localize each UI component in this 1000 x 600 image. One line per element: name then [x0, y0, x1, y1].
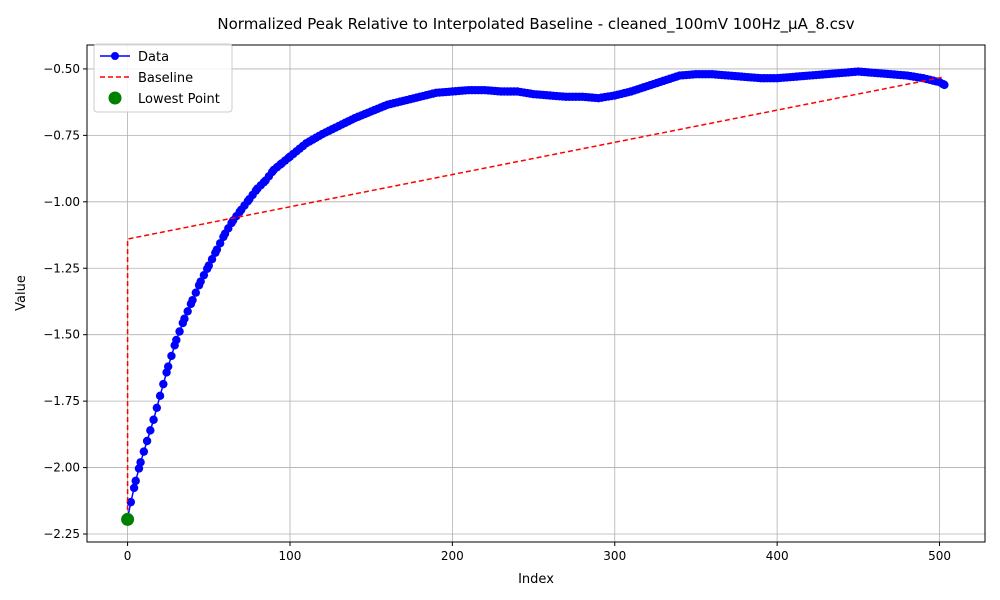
data-point [167, 351, 176, 361]
chart-title: Normalized Peak Relative to Interpolated… [217, 15, 854, 34]
data-point [159, 379, 168, 389]
data-point [149, 415, 158, 424]
data-point [215, 239, 225, 248]
y-tick-label: −1.00 [43, 195, 80, 209]
y-tick-label: −1.50 [43, 328, 80, 342]
y-tick-label: −0.75 [43, 128, 80, 142]
data-point [172, 335, 181, 345]
y-tick-label: −0.50 [43, 62, 80, 76]
legend-data-label: Data [138, 50, 169, 65]
lowest-point-marker [121, 512, 135, 526]
x-tick-label: 0 [124, 549, 132, 563]
y-tick-label: −2.25 [43, 527, 80, 541]
y-tick-label: −1.75 [43, 394, 80, 408]
data-point [155, 391, 165, 401]
data-series-line [126, 70, 945, 519]
data-point [146, 426, 155, 435]
data-point [152, 403, 162, 412]
data-point [163, 362, 173, 371]
series-layer [121, 67, 949, 526]
legend: Data Baseline Lowest Point [93, 43, 233, 113]
y-axis-label: Value [14, 275, 29, 311]
legend-lowest-point-label: Lowest Point [138, 92, 220, 107]
x-tick-label: 500 [928, 549, 951, 563]
data-point [204, 261, 213, 270]
x-axis-label: Index [518, 572, 554, 587]
y-tick-label: −2.00 [43, 461, 80, 475]
x-tick-label: 400 [766, 549, 789, 563]
legend-baseline-label: Baseline [138, 71, 193, 86]
plot-frame [86, 44, 986, 543]
baseline-line [126, 76, 945, 519]
data-point [175, 327, 184, 336]
y-tick-label: −1.25 [43, 261, 80, 275]
data-point [191, 288, 200, 297]
data-point [136, 458, 145, 467]
data-point [199, 270, 209, 280]
x-tick-label: 100 [279, 549, 302, 563]
ticks: 0 100 200 300 400 500 −2.25 −2.00 −1.75 −1.50 −1.2… [43, 62, 951, 563]
data-point [188, 295, 197, 305]
data-point [940, 80, 949, 90]
data-point [212, 245, 222, 254]
data-point [142, 436, 152, 446]
data-point [196, 277, 205, 286]
data-point [207, 255, 217, 264]
legend-box [93, 43, 233, 113]
grid [87, 45, 985, 542]
data-point [131, 476, 140, 486]
x-tick-label: 200 [441, 549, 464, 563]
x-tick-label: 300 [603, 549, 626, 563]
data-point [139, 447, 149, 456]
data-point [183, 307, 192, 316]
data-point [180, 314, 189, 323]
legend-data-marker [111, 52, 119, 60]
legend-lowest-point-marker [108, 91, 122, 105]
data-point [129, 483, 139, 493]
data-point [126, 497, 136, 507]
